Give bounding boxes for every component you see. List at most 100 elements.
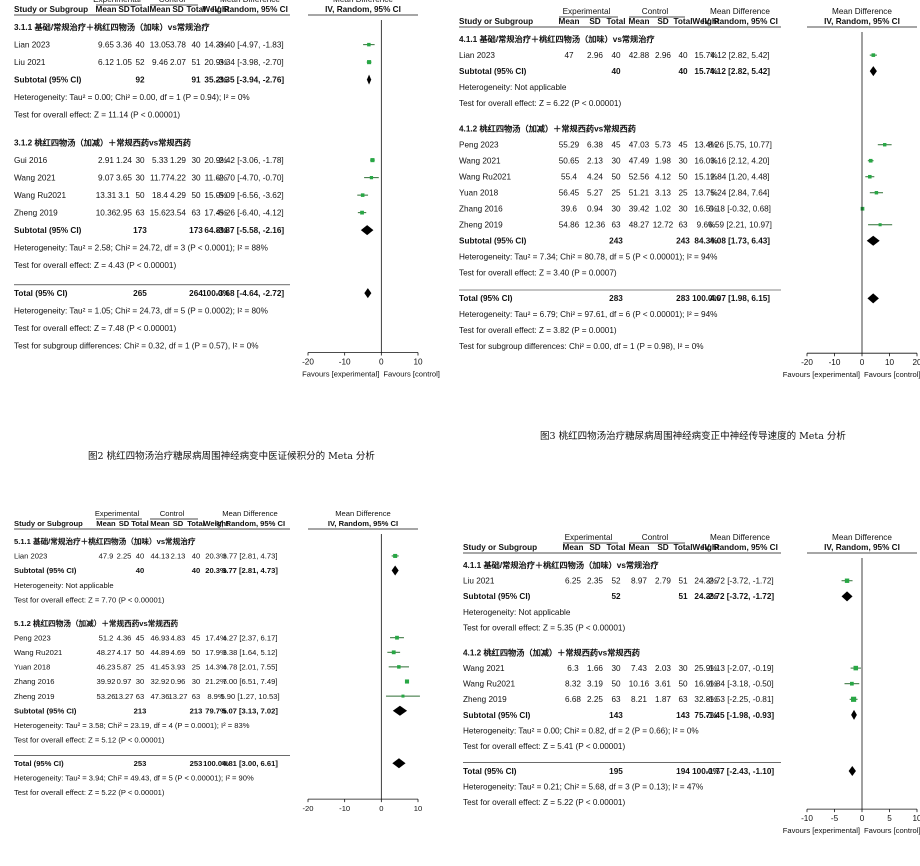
study-value: 30 — [611, 664, 621, 673]
pooled-diamond — [851, 709, 857, 720]
effect-square — [871, 53, 876, 57]
study-value: 12.72 — [653, 221, 674, 230]
effect-square — [391, 650, 396, 655]
study-weight: 100.0% — [692, 767, 720, 776]
study-value: 13.27 — [114, 692, 133, 701]
study-value: 3.1 — [118, 191, 130, 200]
study-value: 51 — [678, 577, 688, 586]
study-ci: 4.12 [2.82, 5.42] — [710, 67, 770, 76]
study-weight: 16.5% — [694, 205, 717, 214]
study-weight: 24.3% — [694, 577, 717, 586]
study-value: 15.62 — [150, 209, 171, 218]
study-weight: 16.9% — [694, 680, 717, 689]
study-value: 5.87 — [117, 663, 132, 672]
x-tick-label: -20 — [801, 358, 813, 367]
study-value: 40 — [136, 566, 144, 575]
effect-square — [868, 158, 873, 163]
pooled-diamond — [869, 66, 877, 77]
study-value: 30 — [678, 157, 688, 166]
study-value: 30 — [678, 664, 688, 673]
study-value: 1.29 — [170, 156, 186, 165]
study-weight: 13.4% — [694, 141, 717, 150]
study-value: 3.54 — [170, 209, 186, 218]
pooled-diamond — [392, 758, 406, 769]
study-value: 265 — [133, 289, 147, 298]
effect-square — [397, 665, 401, 669]
study-weight: 21.2% — [205, 677, 227, 686]
study-value: 51.21 — [629, 189, 650, 198]
column-header: SD — [119, 519, 130, 528]
stat-note: Test for subgroup differences: Chi² = 0.… — [459, 342, 704, 351]
study-value: 1.05 — [116, 58, 132, 67]
study-value: 253 — [134, 759, 147, 768]
study-name: Peng 2023 — [459, 141, 499, 150]
study-ci: -3.35 [-3.94, -2.76] — [216, 76, 285, 85]
study-weight: 100.0% — [692, 294, 720, 303]
study-value: 51.2 — [99, 633, 114, 642]
x-tick-label: -20 — [302, 358, 314, 367]
study-value: 42.88 — [629, 51, 650, 60]
column-header: Total — [131, 5, 150, 14]
stat-note: Heterogeneity: Not applicable — [459, 83, 567, 92]
study-ci: -3.68 [-4.64, -2.72] — [216, 289, 285, 298]
column-header: Mean — [150, 519, 170, 528]
column-header: Study or Subgroup — [459, 17, 533, 26]
header-experimental: Experimental — [565, 533, 613, 542]
stat-note: Heterogeneity: Tau² = 3.58; Chi² = 23.19… — [14, 721, 250, 730]
column-header: Mean — [96, 519, 116, 528]
study-value: 13.27 — [168, 692, 187, 701]
study-name: Zheng 2019 — [14, 692, 55, 701]
study-value: 30 — [135, 156, 145, 165]
stat-note: Heterogeneity: Tau² = 3.94; Chi² = 49.43… — [14, 774, 254, 783]
study-weight: 13.7% — [694, 189, 717, 198]
study-weight: 16.0% — [694, 157, 717, 166]
header-experimental: Experimental — [93, 0, 141, 4]
study-ci: -1.13 [-2.07, -0.19] — [706, 664, 773, 673]
study-value: 6.3 — [567, 664, 579, 673]
study-value: 39.42 — [629, 205, 650, 214]
study-value: 50 — [678, 680, 688, 689]
study-value: 1.24 — [116, 156, 132, 165]
study-value: 143 — [676, 711, 690, 720]
study-ci: -2.72 [-3.72, -1.72] — [706, 577, 773, 586]
study-name: Zhang 2016 — [14, 677, 55, 686]
column-header: Total — [607, 17, 626, 26]
subgroup-label: 4.1.1 基础/常规治疗＋桃红四物汤（加味）vs常规治疗 — [463, 560, 659, 570]
study-value: 52 — [611, 577, 621, 586]
study-ci: 5.90 [1.27, 10.53] — [220, 692, 279, 701]
pooled-diamond — [392, 705, 408, 716]
study-value: 63 — [191, 209, 201, 218]
study-value: 47.03 — [629, 141, 650, 150]
study-ci: 4.27 [2.37, 6.17] — [223, 633, 278, 642]
forest-plot-fig5-svg: Experimental Control Mean Difference Mean D… — [463, 533, 920, 835]
forest-plot-fig5: Experimental Control Mean Difference Mean D… — [455, 510, 920, 866]
study-ci: 0.18 [-0.32, 0.68] — [709, 205, 771, 214]
effect-square — [370, 158, 375, 163]
study-value: 8.97 — [631, 577, 647, 586]
study-name: Zheng 2019 — [14, 209, 58, 218]
study-value: 4.36 — [117, 633, 132, 642]
study-weight: 15.0% — [204, 191, 227, 200]
study-value: 11.77 — [150, 174, 170, 183]
stat-note: Heterogeneity: Tau² = 7.34; Chi² = 80.78… — [459, 253, 717, 262]
study-value: 9.46 — [152, 58, 168, 67]
stat-note: Test for overall effect: Z = 5.41 (P < 0… — [463, 742, 625, 751]
stat-note: Test for overall effect: Z = 7.48 (P < 0… — [14, 324, 176, 333]
figure-caption-fig2: 图2 桃红四物汤治疗糖尿病周围神经病变中医证候积分的 Meta 分析 — [88, 451, 375, 462]
study-name: Liu 2021 — [14, 58, 46, 67]
study-ci: 7.00 [6.51, 7.49] — [223, 677, 278, 686]
study-value: 5.33 — [152, 156, 168, 165]
study-value: 173 — [133, 226, 147, 235]
total-row-label: Subtotal (95% CI) — [459, 67, 527, 76]
study-value: 63 — [136, 692, 144, 701]
stat-note: Test for overall effect: Z = 5.35 (P < 0… — [463, 623, 625, 632]
study-value: 63 — [135, 209, 145, 218]
total-row-label: Total (95% CI) — [459, 294, 513, 303]
header-plot-method: IV, Random, 95% CI — [325, 5, 401, 14]
total-row-label: Total (95% CI) — [463, 767, 517, 776]
total-row-label: Total (95% CI) — [14, 289, 68, 298]
effect-square — [853, 665, 859, 671]
study-ci: 3.16 [2.12, 4.20] — [710, 157, 769, 166]
study-weight: 11.6% — [205, 174, 228, 183]
effect-square — [850, 681, 854, 686]
